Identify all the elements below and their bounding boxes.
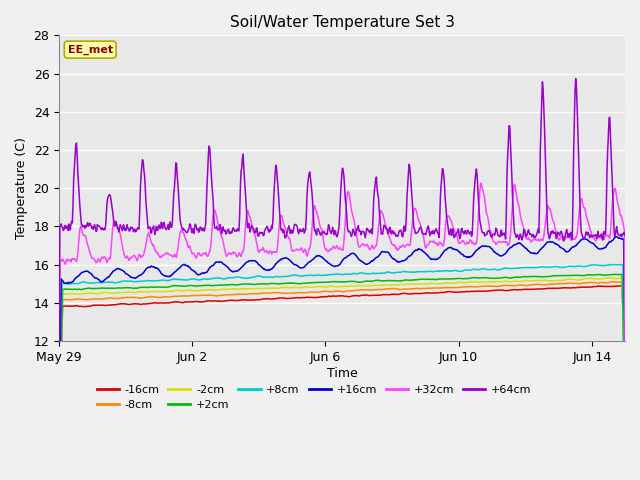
-16cm	[616, 283, 623, 288]
-16cm	[132, 301, 140, 307]
+32cm	[55, 361, 63, 367]
Line: -2cm: -2cm	[59, 278, 625, 432]
+32cm	[170, 253, 177, 259]
-2cm	[396, 282, 404, 288]
-2cm	[348, 283, 356, 289]
+64cm	[621, 232, 629, 238]
Line: +64cm: +64cm	[59, 79, 625, 397]
-16cm	[120, 301, 127, 307]
+64cm	[120, 222, 127, 228]
+8cm	[610, 262, 618, 267]
Y-axis label: Temperature (C): Temperature (C)	[15, 137, 28, 239]
X-axis label: Time: Time	[326, 367, 358, 380]
+2cm	[613, 272, 621, 277]
+32cm	[348, 210, 356, 216]
+64cm	[488, 234, 495, 240]
-2cm	[621, 392, 629, 398]
+32cm	[488, 236, 496, 241]
+2cm	[396, 278, 404, 284]
+2cm	[55, 427, 63, 433]
+8cm	[132, 279, 140, 285]
+32cm	[120, 250, 127, 256]
-8cm	[348, 288, 356, 294]
+64cm	[132, 229, 140, 235]
+64cm	[396, 228, 404, 233]
Title: Soil/Water Temperature Set 3: Soil/Water Temperature Set 3	[230, 15, 454, 30]
-16cm	[55, 436, 63, 442]
-2cm	[120, 289, 127, 295]
+16cm	[396, 259, 404, 264]
+8cm	[396, 269, 404, 275]
+8cm	[621, 377, 629, 383]
-8cm	[120, 295, 127, 300]
+16cm	[55, 421, 63, 427]
Legend: -16cm, -8cm, -2cm, +2cm, +8cm, +16cm, +32cm, +64cm: -16cm, -8cm, -2cm, +2cm, +8cm, +16cm, +3…	[92, 380, 536, 415]
-2cm	[606, 275, 614, 281]
-8cm	[488, 283, 495, 289]
+2cm	[488, 276, 495, 281]
-2cm	[55, 429, 63, 435]
+8cm	[55, 424, 63, 430]
+8cm	[348, 271, 356, 276]
+8cm	[120, 278, 127, 284]
Line: -8cm: -8cm	[59, 282, 625, 435]
-16cm	[488, 288, 495, 293]
+16cm	[488, 246, 495, 252]
+64cm	[55, 394, 63, 400]
-2cm	[170, 288, 177, 293]
-8cm	[170, 294, 177, 300]
+16cm	[613, 234, 621, 240]
+32cm	[621, 342, 629, 348]
+16cm	[621, 348, 629, 353]
-16cm	[170, 299, 177, 305]
+32cm	[132, 254, 140, 260]
-16cm	[348, 293, 356, 299]
+16cm	[170, 270, 177, 276]
+8cm	[170, 276, 177, 282]
-2cm	[488, 279, 495, 285]
+2cm	[132, 285, 140, 291]
Line: -16cm: -16cm	[59, 286, 625, 439]
+2cm	[170, 283, 177, 288]
+16cm	[132, 276, 140, 281]
+64cm	[170, 192, 177, 197]
+2cm	[348, 278, 356, 284]
+16cm	[348, 251, 356, 256]
+16cm	[120, 268, 127, 274]
-8cm	[396, 287, 404, 292]
-8cm	[132, 295, 140, 300]
+32cm	[396, 243, 404, 249]
+64cm	[348, 231, 356, 237]
-16cm	[621, 397, 629, 403]
-8cm	[621, 395, 629, 400]
+8cm	[488, 267, 495, 273]
-8cm	[609, 279, 617, 285]
Line: +16cm: +16cm	[59, 237, 625, 424]
+2cm	[120, 285, 127, 291]
Line: +8cm: +8cm	[59, 264, 625, 427]
Text: EE_met: EE_met	[68, 45, 113, 55]
-2cm	[132, 289, 140, 295]
-16cm	[396, 291, 404, 297]
+64cm	[572, 76, 580, 82]
+2cm	[621, 390, 629, 396]
Line: +2cm: +2cm	[59, 275, 625, 430]
+32cm	[477, 180, 485, 186]
-8cm	[55, 432, 63, 438]
Line: +32cm: +32cm	[59, 183, 625, 364]
